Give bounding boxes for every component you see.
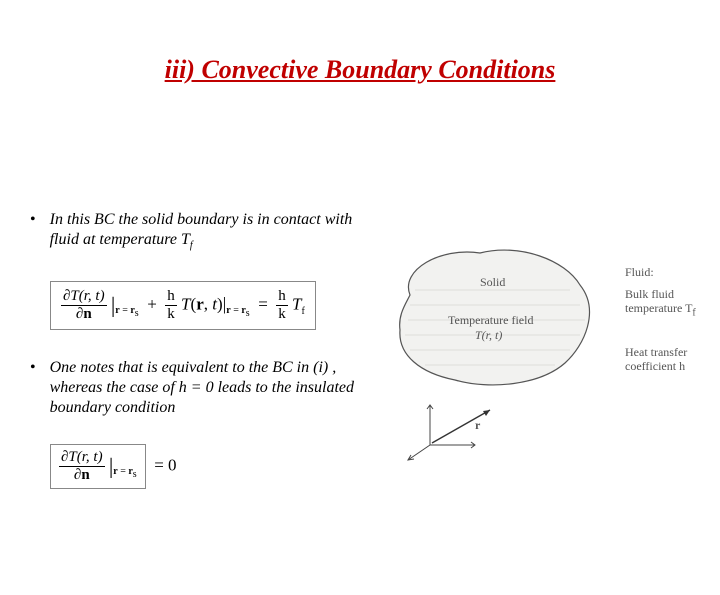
label-r-axis: r: [475, 418, 480, 433]
bullet-marker: •: [30, 358, 36, 418]
label-htc1: Heat transfer: [625, 345, 687, 360]
label-temp-field: Temperature field: [448, 313, 533, 328]
label-htc2: coefficient h: [625, 359, 685, 374]
bullet-1: • In this BC the solid boundary is in co…: [30, 210, 360, 253]
diagram-area: Solid Temperature field T(r, t) Fluid: B…: [370, 235, 710, 465]
bullet-marker: •: [30, 210, 36, 253]
equation-1: ∂T(r, t) ∂n |r = rs + h k T(r, t)|r = rs…: [50, 281, 316, 330]
label-temperature: temperature Tf: [625, 301, 696, 318]
equation-2: ∂T(r, t) ∂n |r = rs = 0: [50, 444, 177, 489]
bullet-2: • One notes that is equivalent to the BC…: [30, 358, 360, 418]
label-solid: Solid: [480, 275, 505, 290]
left-content: • In this BC the solid boundary is in co…: [30, 210, 360, 489]
label-trt: T(r, t): [475, 328, 502, 343]
label-bulk: Bulk fluid: [625, 287, 674, 302]
label-fluid: Fluid:: [625, 265, 654, 280]
page-title: iii) Convective Boundary Conditions: [0, 55, 720, 85]
bullet-1-text: In this BC the solid boundary is in cont…: [50, 210, 360, 253]
bullet-2-text: One notes that is equivalent to the BC i…: [50, 358, 360, 418]
